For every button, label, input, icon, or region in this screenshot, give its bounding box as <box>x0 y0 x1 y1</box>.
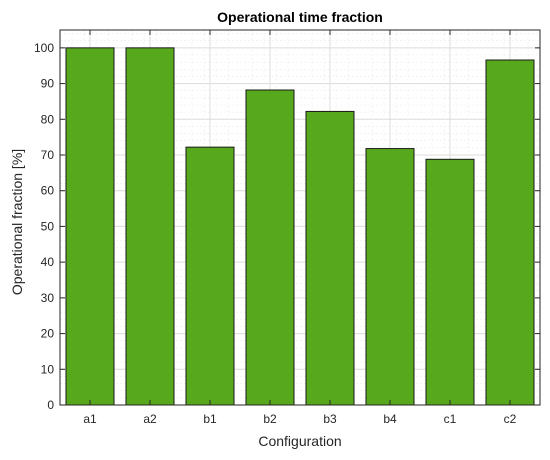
bars <box>65 47 535 406</box>
plot-frame <box>59 29 541 406</box>
y-tick-label: 10 <box>41 362 55 376</box>
chart-title: Operational time fraction <box>217 9 383 25</box>
y-tick-label: 70 <box>41 148 55 162</box>
y-tick-label: 0 <box>47 398 54 412</box>
bar-b1 <box>185 146 235 406</box>
y-tick-label: 30 <box>41 291 55 305</box>
tick-labels: 0 10 20 30 40 50 60 70 80 90 100 a1 a2 b1 b2 b3 b4 c1 c2 <box>34 41 517 426</box>
y-axis-label: Operational fraction [%] <box>9 149 25 295</box>
bar-b3 <box>305 110 355 406</box>
bar-b4 <box>365 148 415 406</box>
y-tick-label: 80 <box>41 112 55 126</box>
y-tick-label: 60 <box>41 184 55 198</box>
x-tick-label: a1 <box>83 412 97 426</box>
axes <box>59 29 541 406</box>
y-tick-label: 100 <box>34 41 54 55</box>
x-tick-label: b1 <box>203 412 217 426</box>
bar-a1 <box>65 47 115 406</box>
x-tick-label: c2 <box>504 412 517 426</box>
x-tick-label: b4 <box>383 412 397 426</box>
x-axis-label: Configuration <box>258 433 341 449</box>
y-tick-label: 40 <box>41 255 55 269</box>
y-tick-label: 90 <box>41 77 55 91</box>
y-tick-label: 20 <box>41 327 55 341</box>
x-tick-label: b3 <box>323 412 337 426</box>
x-tick-label: a2 <box>143 412 157 426</box>
x-tick-label: c1 <box>444 412 457 426</box>
bar-a2 <box>125 47 175 406</box>
y-tick-label: 50 <box>41 219 55 233</box>
x-tick-label: b2 <box>263 412 277 426</box>
bar-c1 <box>425 158 475 406</box>
bar-c2 <box>485 59 535 406</box>
bar-b2 <box>245 89 295 406</box>
